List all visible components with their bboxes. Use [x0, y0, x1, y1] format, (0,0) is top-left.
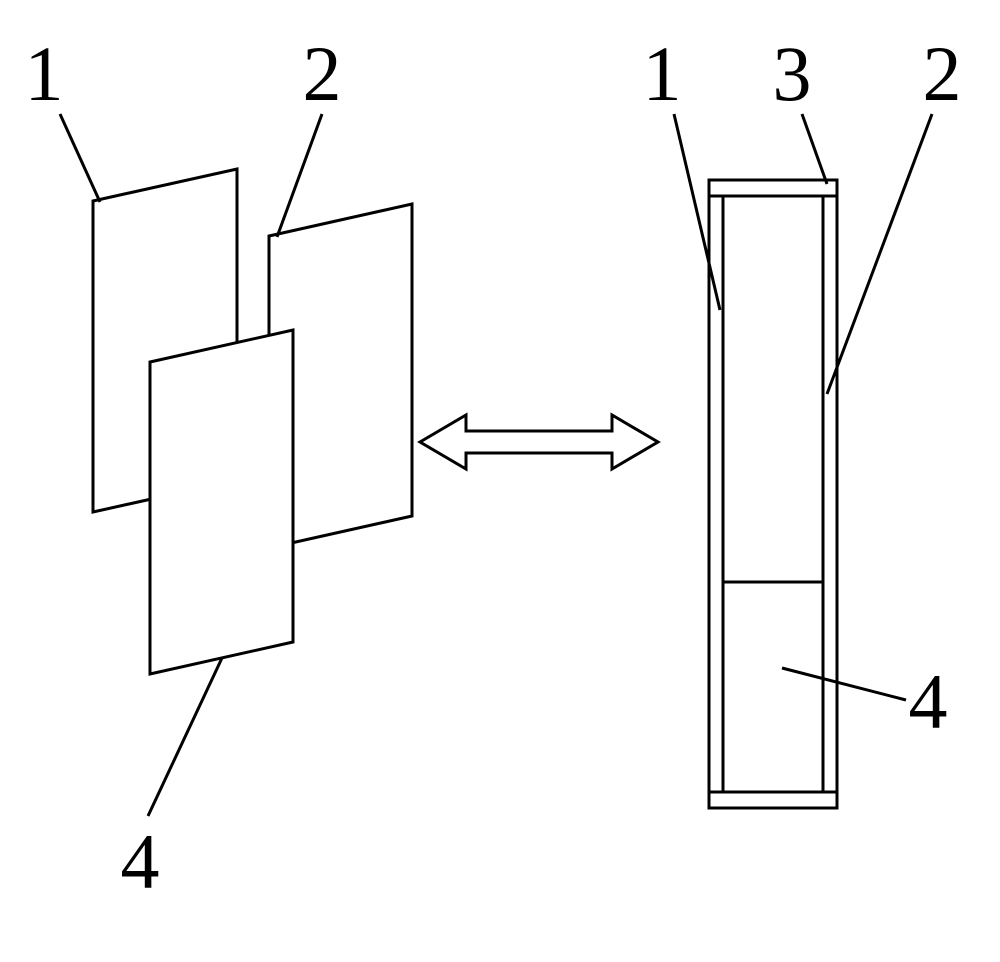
leader-left-4: [148, 658, 222, 816]
label-left-4: 4: [121, 818, 160, 905]
leader-right-2: [827, 114, 932, 394]
right-cap-1: [709, 792, 837, 808]
label-left-1: 1: [25, 30, 64, 117]
label-right-3: 3: [773, 30, 812, 117]
leader-right-3: [802, 114, 827, 184]
right-outer: [709, 180, 837, 808]
leader-right-1: [674, 114, 720, 310]
label-right-1: 1: [643, 30, 682, 117]
leader-left-2: [277, 114, 322, 237]
leader-left-1: [60, 114, 100, 202]
label-left-2: 2: [303, 30, 342, 117]
double-arrow: [420, 415, 658, 469]
left-panel-4: [150, 330, 293, 674]
right-cap-0: [709, 180, 837, 196]
label-right-4: 4: [909, 658, 948, 745]
label-right-2: 2: [923, 30, 962, 117]
leader-right-4: [782, 668, 906, 700]
